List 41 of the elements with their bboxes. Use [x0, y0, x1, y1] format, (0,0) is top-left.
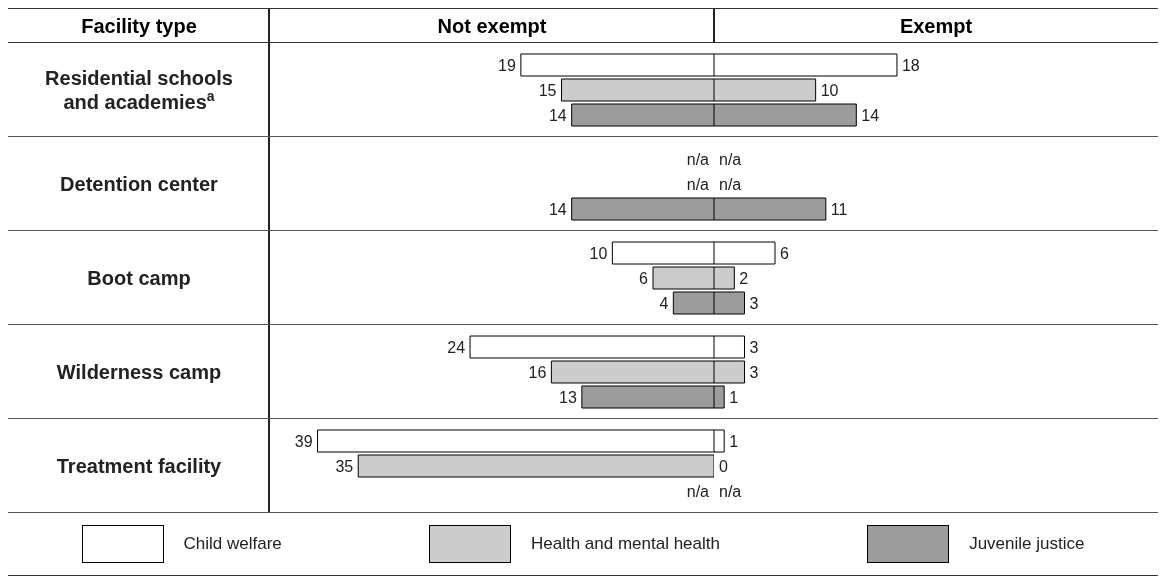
data-label: 3: [749, 364, 759, 381]
text: n/a: [719, 483, 742, 500]
data-label: 14: [861, 107, 880, 124]
data-label: 14: [548, 201, 567, 218]
text: n/a: [719, 176, 742, 193]
y-tick-label: Residential schools and academies$^{a}$: [45, 67, 233, 113]
data-label: 13: [559, 389, 577, 406]
data-label: 6: [779, 245, 789, 262]
text: n/a: [686, 151, 709, 168]
data-label: 15: [538, 82, 557, 99]
y-tick-label: Wilderness camp: [56, 361, 222, 383]
data-label: 1: [729, 389, 739, 406]
data-label: 19: [498, 57, 516, 74]
y-tick-label: Detention center: [60, 173, 219, 195]
data-label: 2: [739, 270, 749, 287]
data-label: 24: [447, 339, 466, 356]
data-label: 10: [589, 245, 608, 262]
text: n/a: [686, 483, 709, 500]
data-label: 3: [749, 339, 759, 356]
data-label: 14: [548, 107, 567, 124]
y-tick-label: Boot camp: [87, 267, 191, 289]
data-label: 4: [659, 295, 669, 312]
y-axis-title: Facility type: [80, 14, 198, 39]
data-label: 35: [335, 458, 354, 475]
legend-label: Juvenile justice: [969, 534, 1085, 554]
data-label: 39: [294, 433, 313, 450]
data-label: 6: [639, 270, 649, 287]
data-label: 16: [528, 364, 547, 381]
data-label: 0: [719, 458, 728, 475]
data-label: 11: [830, 201, 848, 218]
legend-label: Child welfare: [183, 534, 282, 554]
data-label: 3: [749, 295, 759, 312]
data-label: 18: [901, 57, 920, 74]
data-label: 1: [729, 433, 739, 450]
legend-label: Health and mental health: [530, 534, 720, 554]
data-label: 10: [820, 82, 839, 99]
y-tick-label: Treatment facility: [56, 455, 223, 477]
chart-title: Not exempt: [436, 14, 548, 39]
text: n/a: [686, 176, 709, 193]
text: n/a: [719, 151, 742, 168]
chart-title: Exempt: [898, 14, 974, 39]
